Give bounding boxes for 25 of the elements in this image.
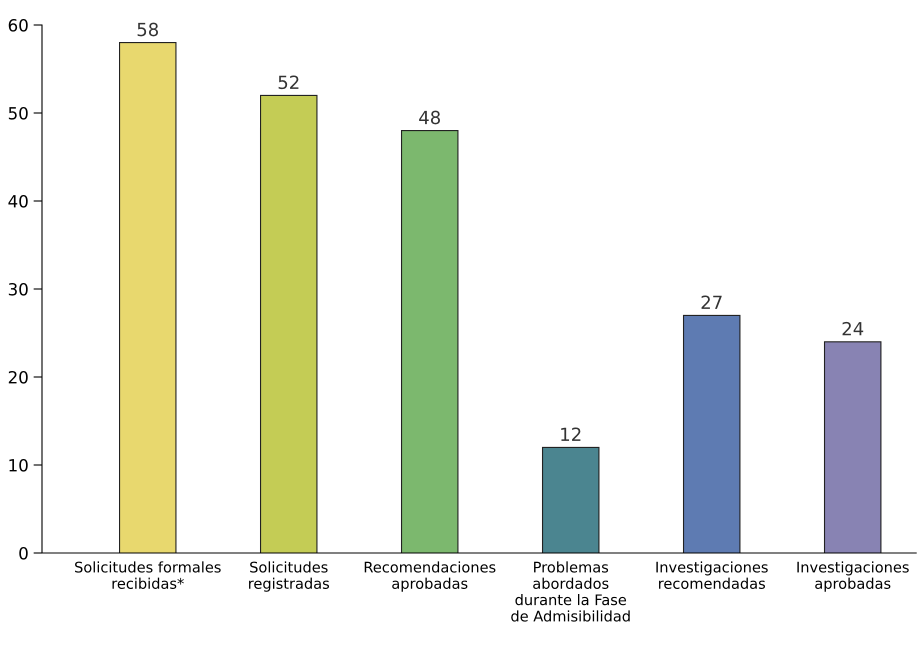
x-tick-label: Investigaciones aprobadas — [797, 561, 909, 592]
y-tick-label: 60 — [8, 18, 28, 32]
y-tick-label: 30 — [8, 282, 28, 296]
y-tick-label: 10 — [9, 458, 28, 472]
bar — [824, 341, 882, 553]
x-tick-label: Investigaciones recomendadas — [656, 561, 768, 589]
data-label: 24 — [842, 322, 864, 336]
data-label: 52 — [278, 75, 298, 90]
data-label: 58 — [138, 22, 158, 36]
data-label: 48 — [419, 110, 440, 124]
bar — [260, 94, 318, 553]
bar — [118, 42, 176, 553]
x-tick-label: Solicitudes formales recibidas* — [75, 561, 221, 589]
x-tick-label: Problemas abordados durante la Fase de Admisibilidad — [511, 561, 630, 622]
bar — [542, 446, 600, 553]
data-label: 12 — [561, 427, 580, 441]
y-tick-label: 40 — [8, 194, 28, 208]
x-tick-label: Recomendaciones aprobadas — [364, 561, 496, 592]
bar — [400, 130, 458, 553]
y-tick-label: 50 — [8, 106, 28, 120]
data-label: 27 — [702, 295, 722, 309]
x-tick-label: Solicitudes registradas — [249, 561, 330, 592]
bar — [682, 314, 740, 553]
y-tick-label: 0 — [19, 546, 28, 560]
y-tick-label: 20 — [8, 370, 28, 384]
